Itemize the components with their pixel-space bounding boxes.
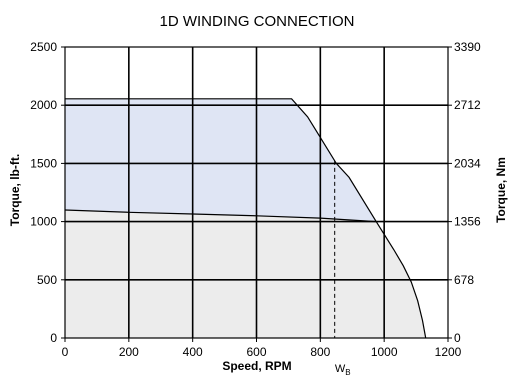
y2-axis-label: Torque, Nm [494,157,508,223]
base-speed-label-main: W [335,363,346,375]
x-tick-label: 0 [62,345,69,359]
y2-tick-label: 1356 [454,215,481,229]
y-tick-label: 0 [50,331,57,345]
grid [65,47,448,338]
series-line-continuous [64,209,377,223]
y2-tick-label: 2034 [454,156,481,170]
x-tick-label: 400 [183,345,203,359]
x-tick-label: 1000 [371,345,398,359]
y-tick-label: 2500 [30,40,57,54]
peak-torque-area [65,98,377,222]
x-tick-label: 800 [310,345,330,359]
series-line-peak [65,98,427,339]
y2-tick-label: 2712 [454,98,481,112]
chart-title: 1D WINDING CONNECTION [160,13,355,30]
x-tick-label: 600 [246,345,266,359]
x-tick-label: 200 [119,345,139,359]
y-axis-label: Torque, lb-ft. [8,154,22,226]
y-tick-label: 1000 [30,215,57,229]
tick-labels: 0 200 400 600 800 1000 12000500100015002000250… [30,40,481,359]
x-tick-label: 1200 [435,345,462,359]
base-speed-label-sub: B [345,368,350,377]
y-tick-label: 2000 [30,98,57,112]
y2-tick-label: 3390 [454,40,481,54]
y2-tick-label: 0 [454,331,461,345]
y-tick-label: 1500 [30,156,57,170]
y2-tick-label: 678 [454,273,474,287]
x-axis-label: Speed, RPM [222,359,291,373]
base-speed-label: WB [335,363,351,377]
y-tick-label: 500 [37,273,57,287]
